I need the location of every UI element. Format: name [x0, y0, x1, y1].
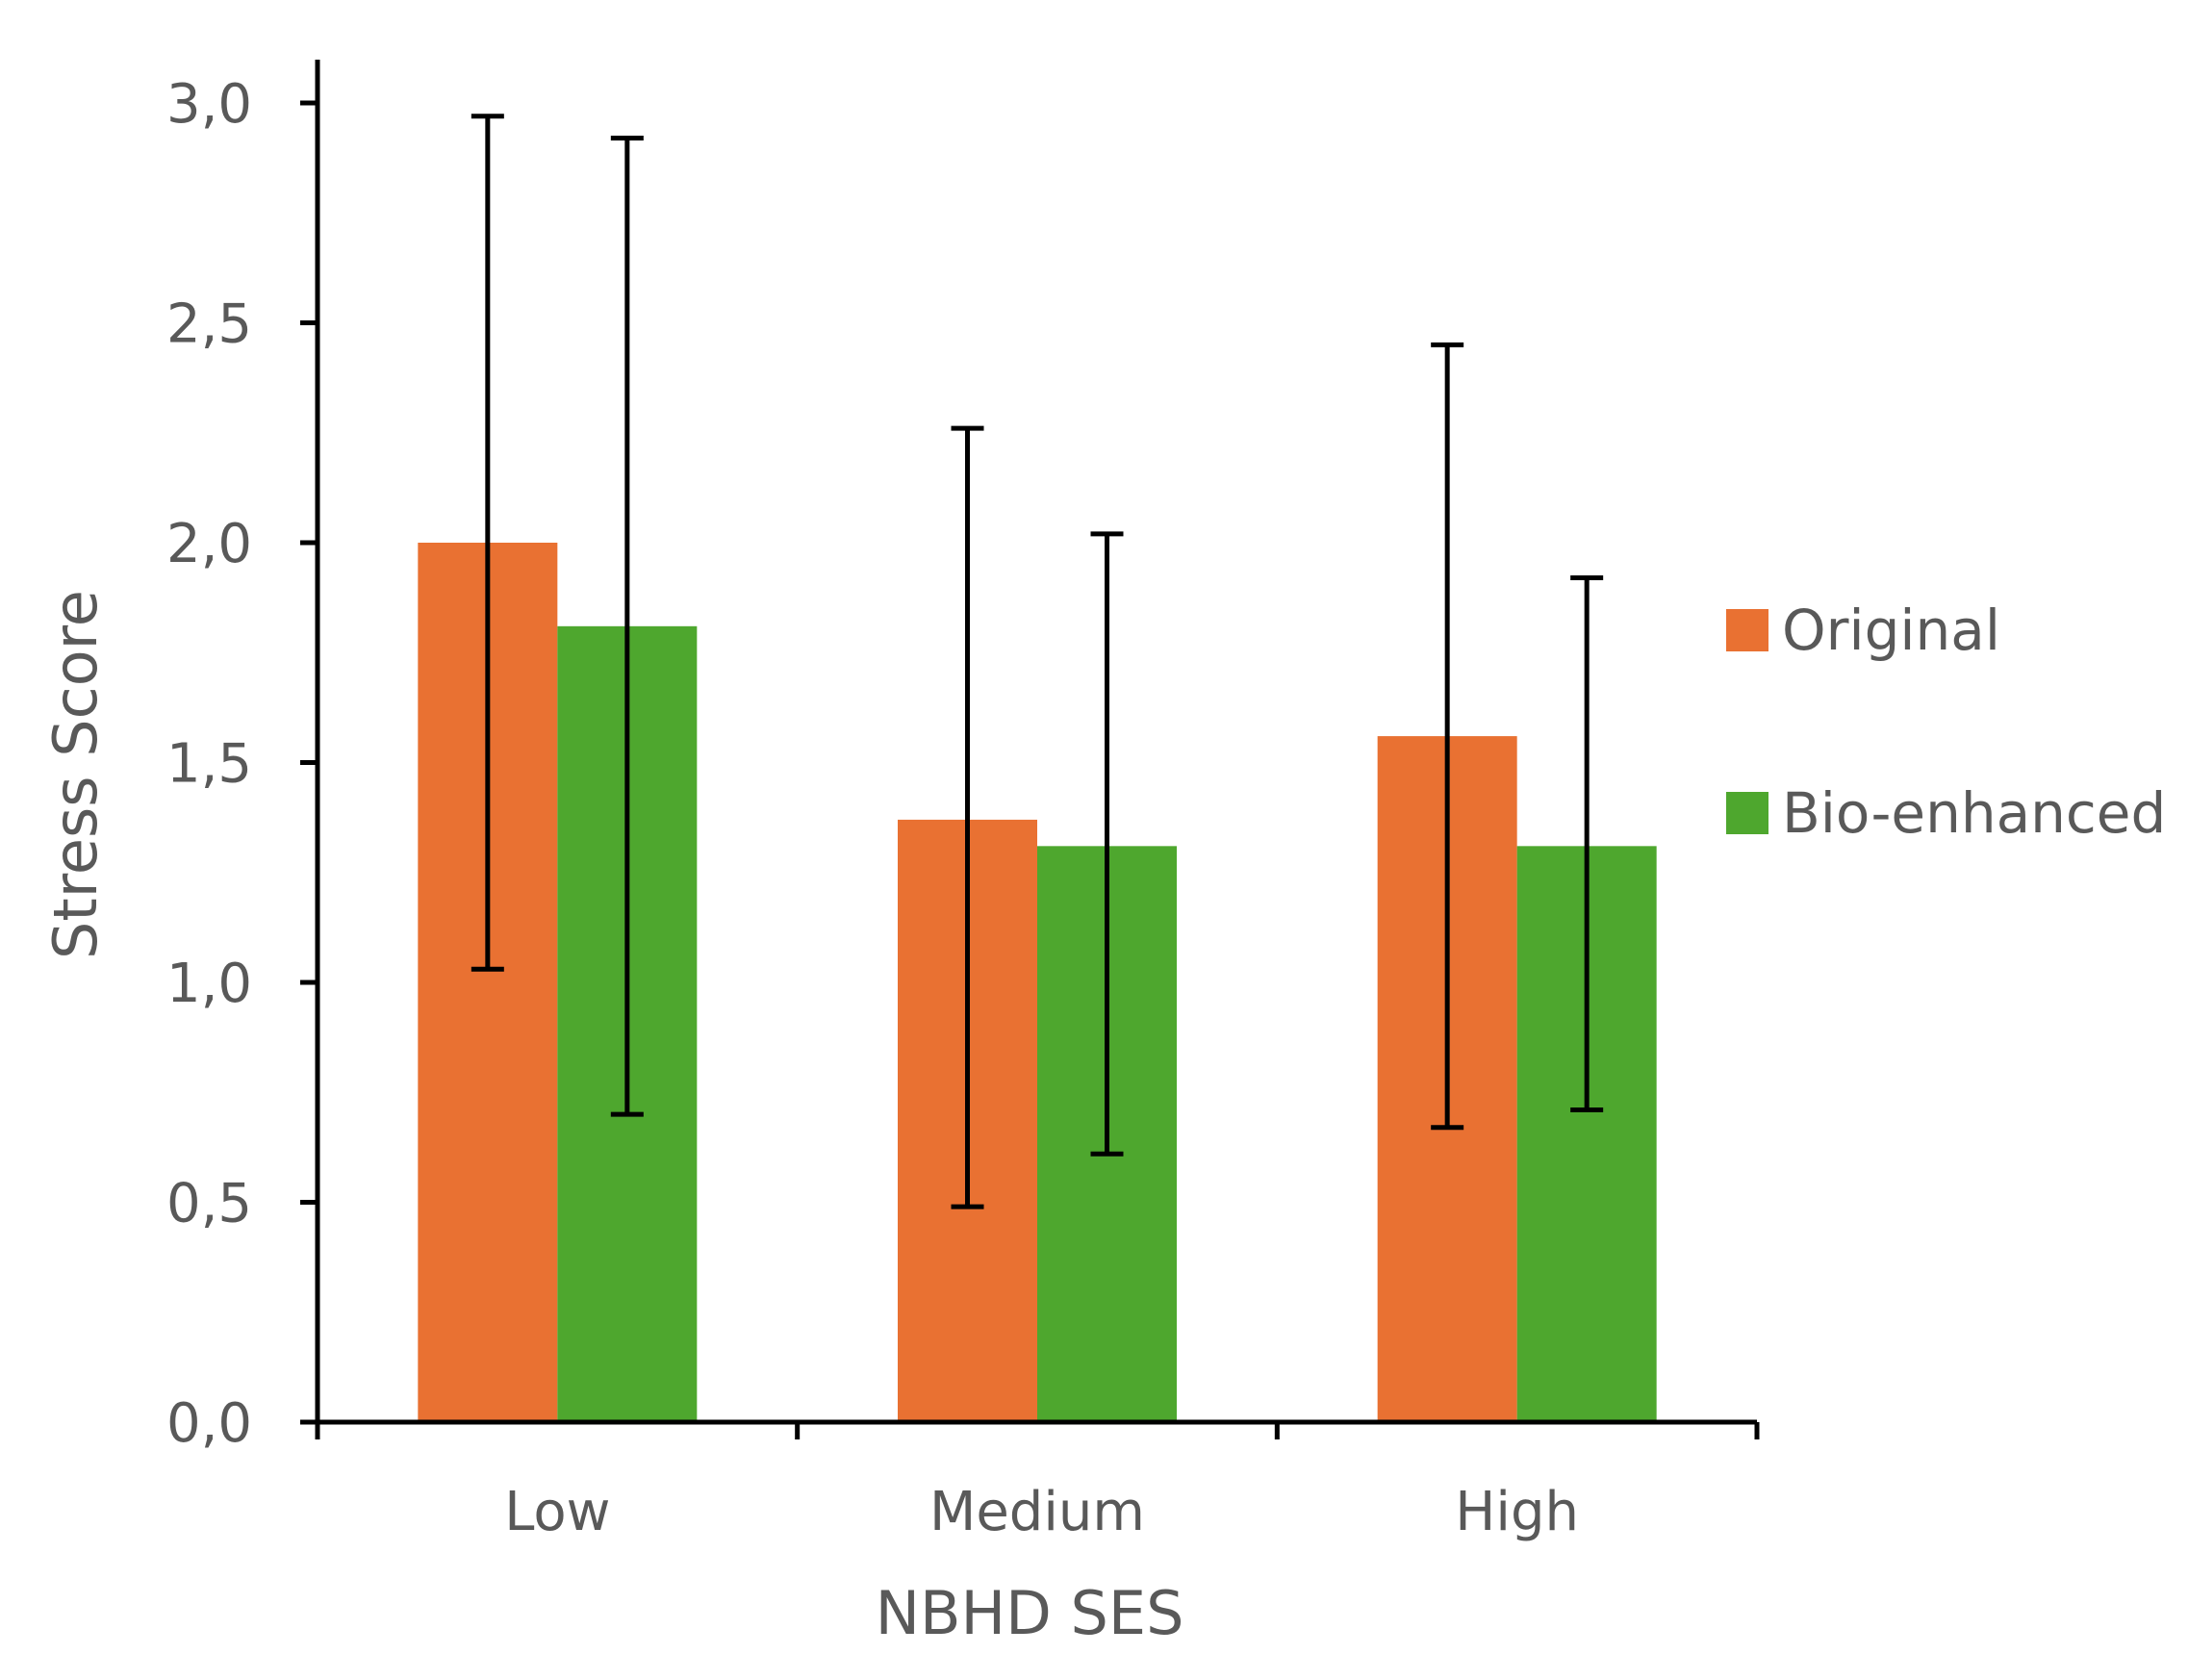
y-tick-label: 2,0	[166, 513, 252, 575]
legend: Original Bio-enhanced	[1726, 598, 2166, 846]
y-tick-label: 3,0	[166, 73, 252, 136]
y-axis-title: Stress Score	[40, 590, 111, 959]
error-bars-layer	[471, 114, 1604, 1209]
y-tick-label: 2,5	[166, 293, 252, 356]
axes-layer	[315, 60, 1760, 1439]
legend-label: Original	[1782, 598, 2000, 663]
y-axis-ticks: 0,0 0,5 1,0 1,5 2,0 2,5 3,0	[166, 73, 318, 1455]
legend-swatch	[1726, 609, 1768, 651]
x-tick-label-medium: Medium	[929, 1481, 1145, 1543]
bars-layer	[418, 543, 1657, 1422]
error-bar-bio-enhanced-low	[610, 136, 644, 1117]
x-tick-label-high: High	[1455, 1481, 1579, 1543]
y-tick-label: 1,5	[166, 733, 252, 796]
error-bar-bio-enhanced-high	[1570, 575, 1604, 1113]
legend-item-original: Original	[1726, 598, 2000, 663]
x-axis-title: NBHD SES	[876, 1578, 1184, 1648]
error-bar-bio-enhanced-medium	[1090, 531, 1124, 1157]
y-tick-label: 0,0	[166, 1392, 252, 1455]
y-tick-label: 0,5	[166, 1173, 252, 1235]
error-bar-original-high	[1431, 342, 1464, 1131]
legend-item-bio-enhanced: Bio-enhanced	[1726, 780, 2166, 846]
legend-label: Bio-enhanced	[1782, 780, 2166, 846]
y-tick-label: 1,0	[166, 953, 252, 1015]
x-tick-label-low: Low	[504, 1481, 610, 1543]
error-bar-original-medium	[951, 425, 984, 1209]
x-axis-categories: Low Medium High	[504, 1481, 1579, 1543]
error-bar-original-low	[471, 114, 504, 972]
legend-swatch	[1726, 792, 1768, 834]
